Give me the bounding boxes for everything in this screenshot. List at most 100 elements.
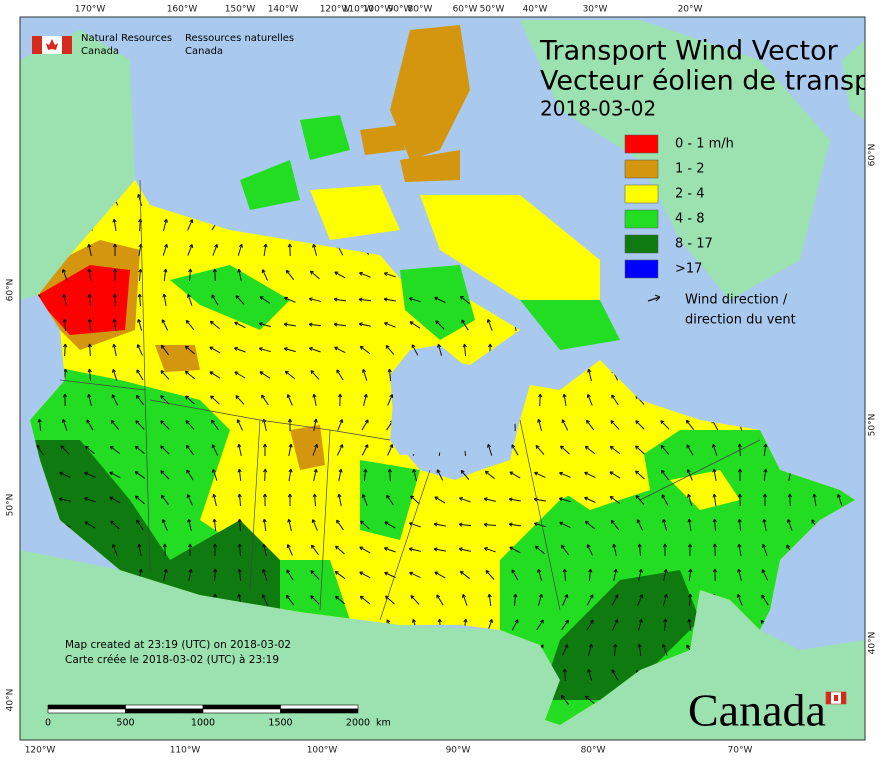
wind-arrow xyxy=(312,243,318,256)
island-southampton xyxy=(400,265,475,340)
wind-arrow xyxy=(285,269,295,281)
maple-leaf xyxy=(46,39,58,50)
scale-label: 1000 xyxy=(191,718,215,729)
gov-logo xyxy=(32,36,72,54)
wind-arrow xyxy=(433,547,446,552)
wind-arrow xyxy=(188,268,193,282)
wind-arrow xyxy=(237,493,242,507)
graticule-label: 70°W xyxy=(728,746,753,756)
wind-arrow xyxy=(309,270,320,280)
wind-arrow xyxy=(459,295,471,305)
wind-arrow xyxy=(160,494,170,506)
frame xyxy=(19,16,866,741)
graticule-label: 90°W xyxy=(388,5,413,15)
wind-arrow xyxy=(87,243,92,256)
wind-arrow xyxy=(383,272,396,278)
wind-arrow xyxy=(562,393,567,406)
wind-arrow xyxy=(584,471,596,479)
wind-arrow xyxy=(587,368,592,381)
wind-arrow xyxy=(109,445,121,455)
wind-arrow xyxy=(336,519,344,531)
wind-arrow xyxy=(37,418,42,432)
credit: Carte créée le 2018-03-02 (UTC) à 23:19 xyxy=(65,654,279,666)
wind-arrow xyxy=(635,445,645,455)
wind-arrow xyxy=(587,643,593,656)
wind-arrow xyxy=(737,518,742,532)
wind-arrow xyxy=(561,419,569,431)
legend-swatch xyxy=(624,184,659,204)
wind-arrow xyxy=(559,521,571,529)
wind-arrow xyxy=(137,543,142,556)
wind-arrow xyxy=(334,595,345,605)
wind-arrow xyxy=(662,518,668,531)
wind-arrow xyxy=(433,522,446,527)
wind-arrow xyxy=(387,468,392,482)
graticule-label: 80°W xyxy=(408,5,433,15)
wind-arrow xyxy=(188,568,193,581)
wind-arrow xyxy=(562,568,567,582)
wordmark-flag xyxy=(834,695,838,701)
wind-arrow xyxy=(134,471,146,479)
wind-arrow xyxy=(184,345,195,355)
wind-arrow xyxy=(211,468,218,481)
agency-fr: Canada xyxy=(185,46,223,57)
wind-arrow xyxy=(434,571,446,579)
wind-arrow xyxy=(408,547,421,552)
wind-arrow xyxy=(359,345,371,355)
wind-arrow xyxy=(712,518,717,532)
wind-arrow xyxy=(234,346,246,353)
wind-arrow xyxy=(761,594,769,606)
wind-arrow xyxy=(483,497,496,502)
wind-arrow xyxy=(358,322,371,327)
wind-arrow xyxy=(613,643,618,657)
wind-arrow xyxy=(687,543,693,557)
zone-green-north xyxy=(170,265,290,330)
wind-arrow xyxy=(87,343,92,357)
graticule: 170°W 160°W 150°W 140°W 120°W110°W100°W90°W8… xyxy=(6,5,878,756)
wind-arrow xyxy=(359,546,371,554)
graticule-label: 30°W xyxy=(583,5,608,15)
graticule-label: 140°W xyxy=(268,5,299,15)
legend-label: 2 - 4 xyxy=(675,187,705,202)
wind-arrow xyxy=(612,543,617,556)
wind-arrow xyxy=(537,593,543,606)
title: Transport Wind Vector xyxy=(539,36,839,67)
wind-arrow xyxy=(212,518,217,532)
wind-arrow xyxy=(109,471,121,479)
wind-arrow xyxy=(311,519,318,531)
wind-arrow xyxy=(87,268,92,282)
wind-arrow xyxy=(310,570,320,580)
graticule-label: 110°W xyxy=(343,5,374,15)
wind-arrow xyxy=(212,543,218,557)
wind-arrow xyxy=(283,347,296,353)
wind-arrow xyxy=(383,297,396,302)
wind-arrow xyxy=(110,520,120,530)
wind-arrow xyxy=(786,518,793,531)
wind-arrow xyxy=(262,493,268,507)
graticule-label: 60°N xyxy=(6,279,16,302)
wind-arrow xyxy=(185,444,195,456)
wind-arrow xyxy=(761,543,768,556)
border xyxy=(329,429,391,441)
wind-arrow xyxy=(212,244,219,256)
graticule-label: 150°W xyxy=(225,5,256,15)
wind-arrow xyxy=(533,497,546,502)
wind-arrow xyxy=(384,521,396,529)
wind-arrow xyxy=(185,319,195,330)
wind-arrow xyxy=(487,443,493,456)
wind-arrow xyxy=(384,321,396,328)
wind-arrow xyxy=(587,668,593,681)
wind-arrow xyxy=(687,618,692,632)
wind-arrow xyxy=(737,468,743,482)
wind-arrow xyxy=(237,543,242,557)
wind-arrow xyxy=(134,495,145,505)
wind-arrow xyxy=(185,420,195,430)
borders xyxy=(59,179,761,621)
wind-arrow xyxy=(461,319,469,331)
wind-arrow xyxy=(511,569,519,581)
wind-arrow xyxy=(138,268,143,282)
alaska xyxy=(20,30,135,300)
scale-segment xyxy=(202,704,281,710)
wind-arrow xyxy=(212,493,217,506)
wind-arrow xyxy=(237,468,242,482)
